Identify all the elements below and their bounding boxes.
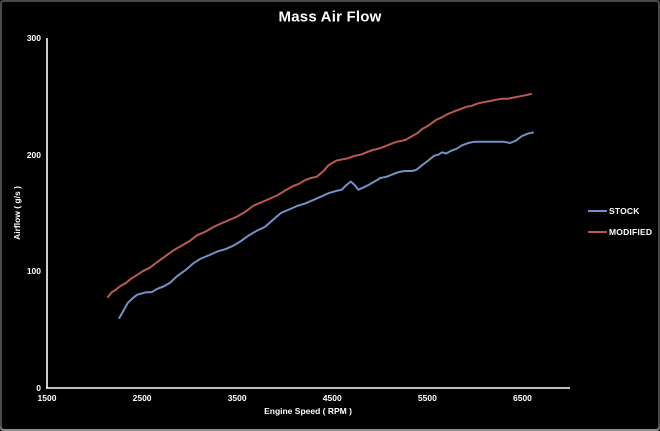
- legend-item-modified: MODIFIED: [588, 227, 652, 237]
- x-tick-label: 4500: [322, 393, 342, 403]
- chart-title: Mass Air Flow: [278, 8, 382, 26]
- legend-label-stock: STOCK: [609, 206, 640, 216]
- x-tick-label: 6500: [512, 393, 532, 403]
- x-axis-title: Engine Speed ( RPM ): [264, 406, 352, 416]
- modified-line: [106, 93, 532, 298]
- x-tick-label: 3500: [227, 393, 247, 403]
- modified-line-swatch: [588, 231, 607, 233]
- legend-item-stock: STOCK: [588, 206, 652, 216]
- stock-line-swatch: [588, 210, 607, 212]
- x-tick-label: 5500: [417, 393, 437, 403]
- legend: STOCK MODIFIED: [588, 206, 652, 237]
- y-tick-label: 300: [26, 33, 41, 43]
- x-tick-label: 2500: [132, 393, 152, 403]
- stock-line: [118, 131, 534, 319]
- y-tick-label: 100: [26, 266, 41, 277]
- y-axis-title: Airflow ( g/s ): [12, 186, 22, 240]
- x-tick-label: 1500: [37, 393, 57, 403]
- y-tick-label: 0: [36, 383, 41, 393]
- y-tick-label: 200: [26, 149, 41, 160]
- legend-label-modified: MODIFIED: [609, 227, 653, 237]
